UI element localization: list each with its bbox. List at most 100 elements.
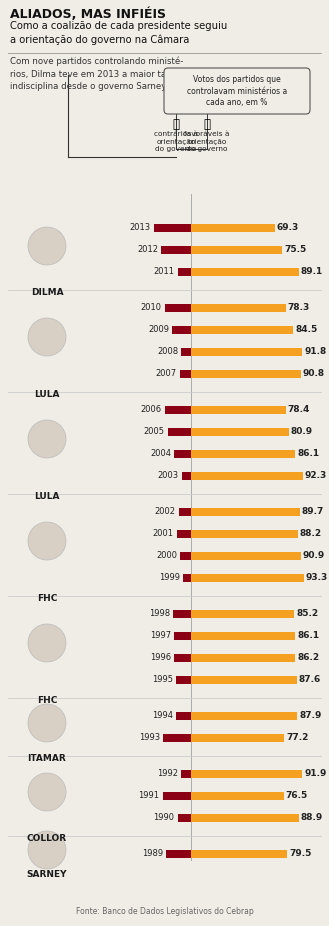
Bar [191, 304, 286, 312]
Text: 1990: 1990 [154, 814, 175, 822]
Text: 2007: 2007 [156, 369, 177, 379]
Text: 85.2: 85.2 [296, 609, 318, 619]
Bar [191, 428, 289, 436]
Bar [191, 770, 302, 778]
Bar [191, 370, 301, 378]
Text: 1994: 1994 [152, 711, 173, 720]
Text: 89.1: 89.1 [301, 268, 323, 277]
Text: 2005: 2005 [144, 428, 165, 436]
Text: favoráveis à
orientação
do governo: favoráveis à orientação do governo [184, 131, 230, 153]
Bar [174, 450, 191, 458]
Bar [180, 370, 191, 378]
Text: 2013: 2013 [130, 223, 151, 232]
Text: SARNEY: SARNEY [27, 870, 67, 879]
Text: 78.3: 78.3 [288, 304, 310, 312]
Bar [191, 224, 275, 232]
Text: LULA: LULA [34, 390, 60, 399]
Text: 80.9: 80.9 [291, 428, 313, 436]
Bar [166, 850, 191, 858]
Bar [161, 246, 191, 254]
Text: 1993: 1993 [139, 733, 161, 743]
Circle shape [28, 227, 66, 265]
Text: 79.5: 79.5 [289, 849, 312, 858]
Bar [191, 676, 297, 684]
Bar [191, 530, 298, 538]
Bar [180, 552, 191, 560]
Text: FHC: FHC [37, 696, 57, 706]
Bar [165, 304, 191, 312]
Text: 2009: 2009 [148, 326, 169, 334]
Text: 75.5: 75.5 [284, 245, 307, 255]
Text: 👍: 👍 [204, 118, 211, 131]
Text: 1997: 1997 [150, 632, 171, 641]
Bar [179, 508, 191, 516]
Bar [191, 246, 282, 254]
Text: 2003: 2003 [158, 471, 179, 481]
Circle shape [28, 624, 66, 662]
Text: 89.7: 89.7 [302, 507, 324, 517]
Text: 86.1: 86.1 [297, 449, 319, 458]
Text: FHC: FHC [37, 594, 57, 603]
Text: 2004: 2004 [150, 449, 171, 458]
Text: 1999: 1999 [159, 573, 180, 582]
Text: 78.4: 78.4 [288, 406, 310, 415]
Circle shape [28, 704, 66, 742]
Bar [174, 632, 191, 640]
Text: ALIADOS, MAS INFIÉIS: ALIADOS, MAS INFIÉIS [10, 8, 166, 21]
Text: ITAMAR: ITAMAR [28, 754, 66, 763]
Text: 2000: 2000 [156, 552, 177, 560]
Text: 2001: 2001 [153, 530, 174, 539]
Text: 1991: 1991 [139, 792, 160, 800]
Text: 91.9: 91.9 [304, 770, 327, 779]
Bar [191, 654, 295, 662]
Bar [191, 508, 299, 516]
Text: 69.3: 69.3 [277, 223, 299, 232]
Text: 90.8: 90.8 [303, 369, 325, 379]
Bar [181, 348, 191, 356]
Circle shape [28, 420, 66, 458]
Text: Com nove partidos controlando ministé-
rios, Dilma teve em 2013 a maior taxa de
: Com nove partidos controlando ministé- r… [10, 57, 190, 91]
Text: 1998: 1998 [149, 609, 170, 619]
Bar [178, 814, 191, 822]
Text: 86.1: 86.1 [297, 632, 319, 641]
Bar [164, 734, 191, 742]
Text: 92.3: 92.3 [305, 471, 327, 481]
Bar [176, 712, 191, 720]
Bar [191, 348, 302, 356]
Circle shape [28, 831, 66, 869]
Circle shape [28, 522, 66, 560]
Bar [191, 472, 303, 480]
Bar [191, 574, 304, 582]
Text: 84.5: 84.5 [295, 326, 317, 334]
Text: 93.3: 93.3 [306, 573, 328, 582]
Bar [154, 224, 191, 232]
Bar [191, 712, 297, 720]
Circle shape [28, 773, 66, 811]
Text: Votos dos partidos que
controlavam ministérios a
cada ano, em %: Votos dos partidos que controlavam minis… [187, 75, 287, 107]
Text: 1989: 1989 [142, 849, 163, 858]
Text: 2002: 2002 [155, 507, 176, 517]
Text: DILMA: DILMA [31, 288, 63, 297]
Text: 76.5: 76.5 [286, 792, 308, 800]
Text: 2006: 2006 [141, 406, 162, 415]
Bar [191, 610, 294, 618]
Bar [191, 268, 299, 276]
Bar [165, 406, 191, 414]
Text: 1996: 1996 [150, 654, 171, 662]
Bar [183, 574, 191, 582]
Bar [173, 610, 191, 618]
Bar [191, 326, 293, 334]
Text: contrários à
orientação
do governo: contrários à orientação do governo [154, 131, 198, 153]
Text: 2011: 2011 [154, 268, 175, 277]
FancyBboxPatch shape [164, 68, 310, 114]
Bar [176, 676, 191, 684]
Text: 2010: 2010 [141, 304, 162, 312]
Text: COLLOR: COLLOR [27, 834, 67, 844]
Bar [163, 792, 191, 800]
Bar [191, 792, 284, 800]
Bar [191, 552, 301, 560]
Bar [174, 654, 191, 662]
Text: 91.8: 91.8 [304, 347, 326, 357]
Text: 88.9: 88.9 [301, 814, 323, 822]
Bar [191, 734, 284, 742]
